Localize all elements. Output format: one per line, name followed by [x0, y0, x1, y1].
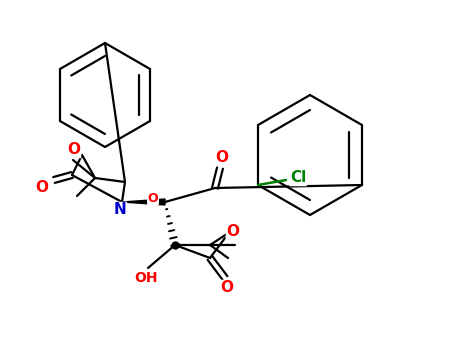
Text: O: O: [227, 224, 239, 239]
Text: OH: OH: [134, 271, 158, 285]
Polygon shape: [122, 199, 165, 205]
Text: O: O: [221, 280, 233, 295]
Text: O: O: [148, 191, 158, 204]
Text: Cl: Cl: [290, 170, 306, 186]
Text: N: N: [114, 203, 126, 217]
Text: O: O: [35, 181, 49, 196]
Text: O: O: [67, 142, 81, 158]
Text: O: O: [216, 150, 228, 166]
